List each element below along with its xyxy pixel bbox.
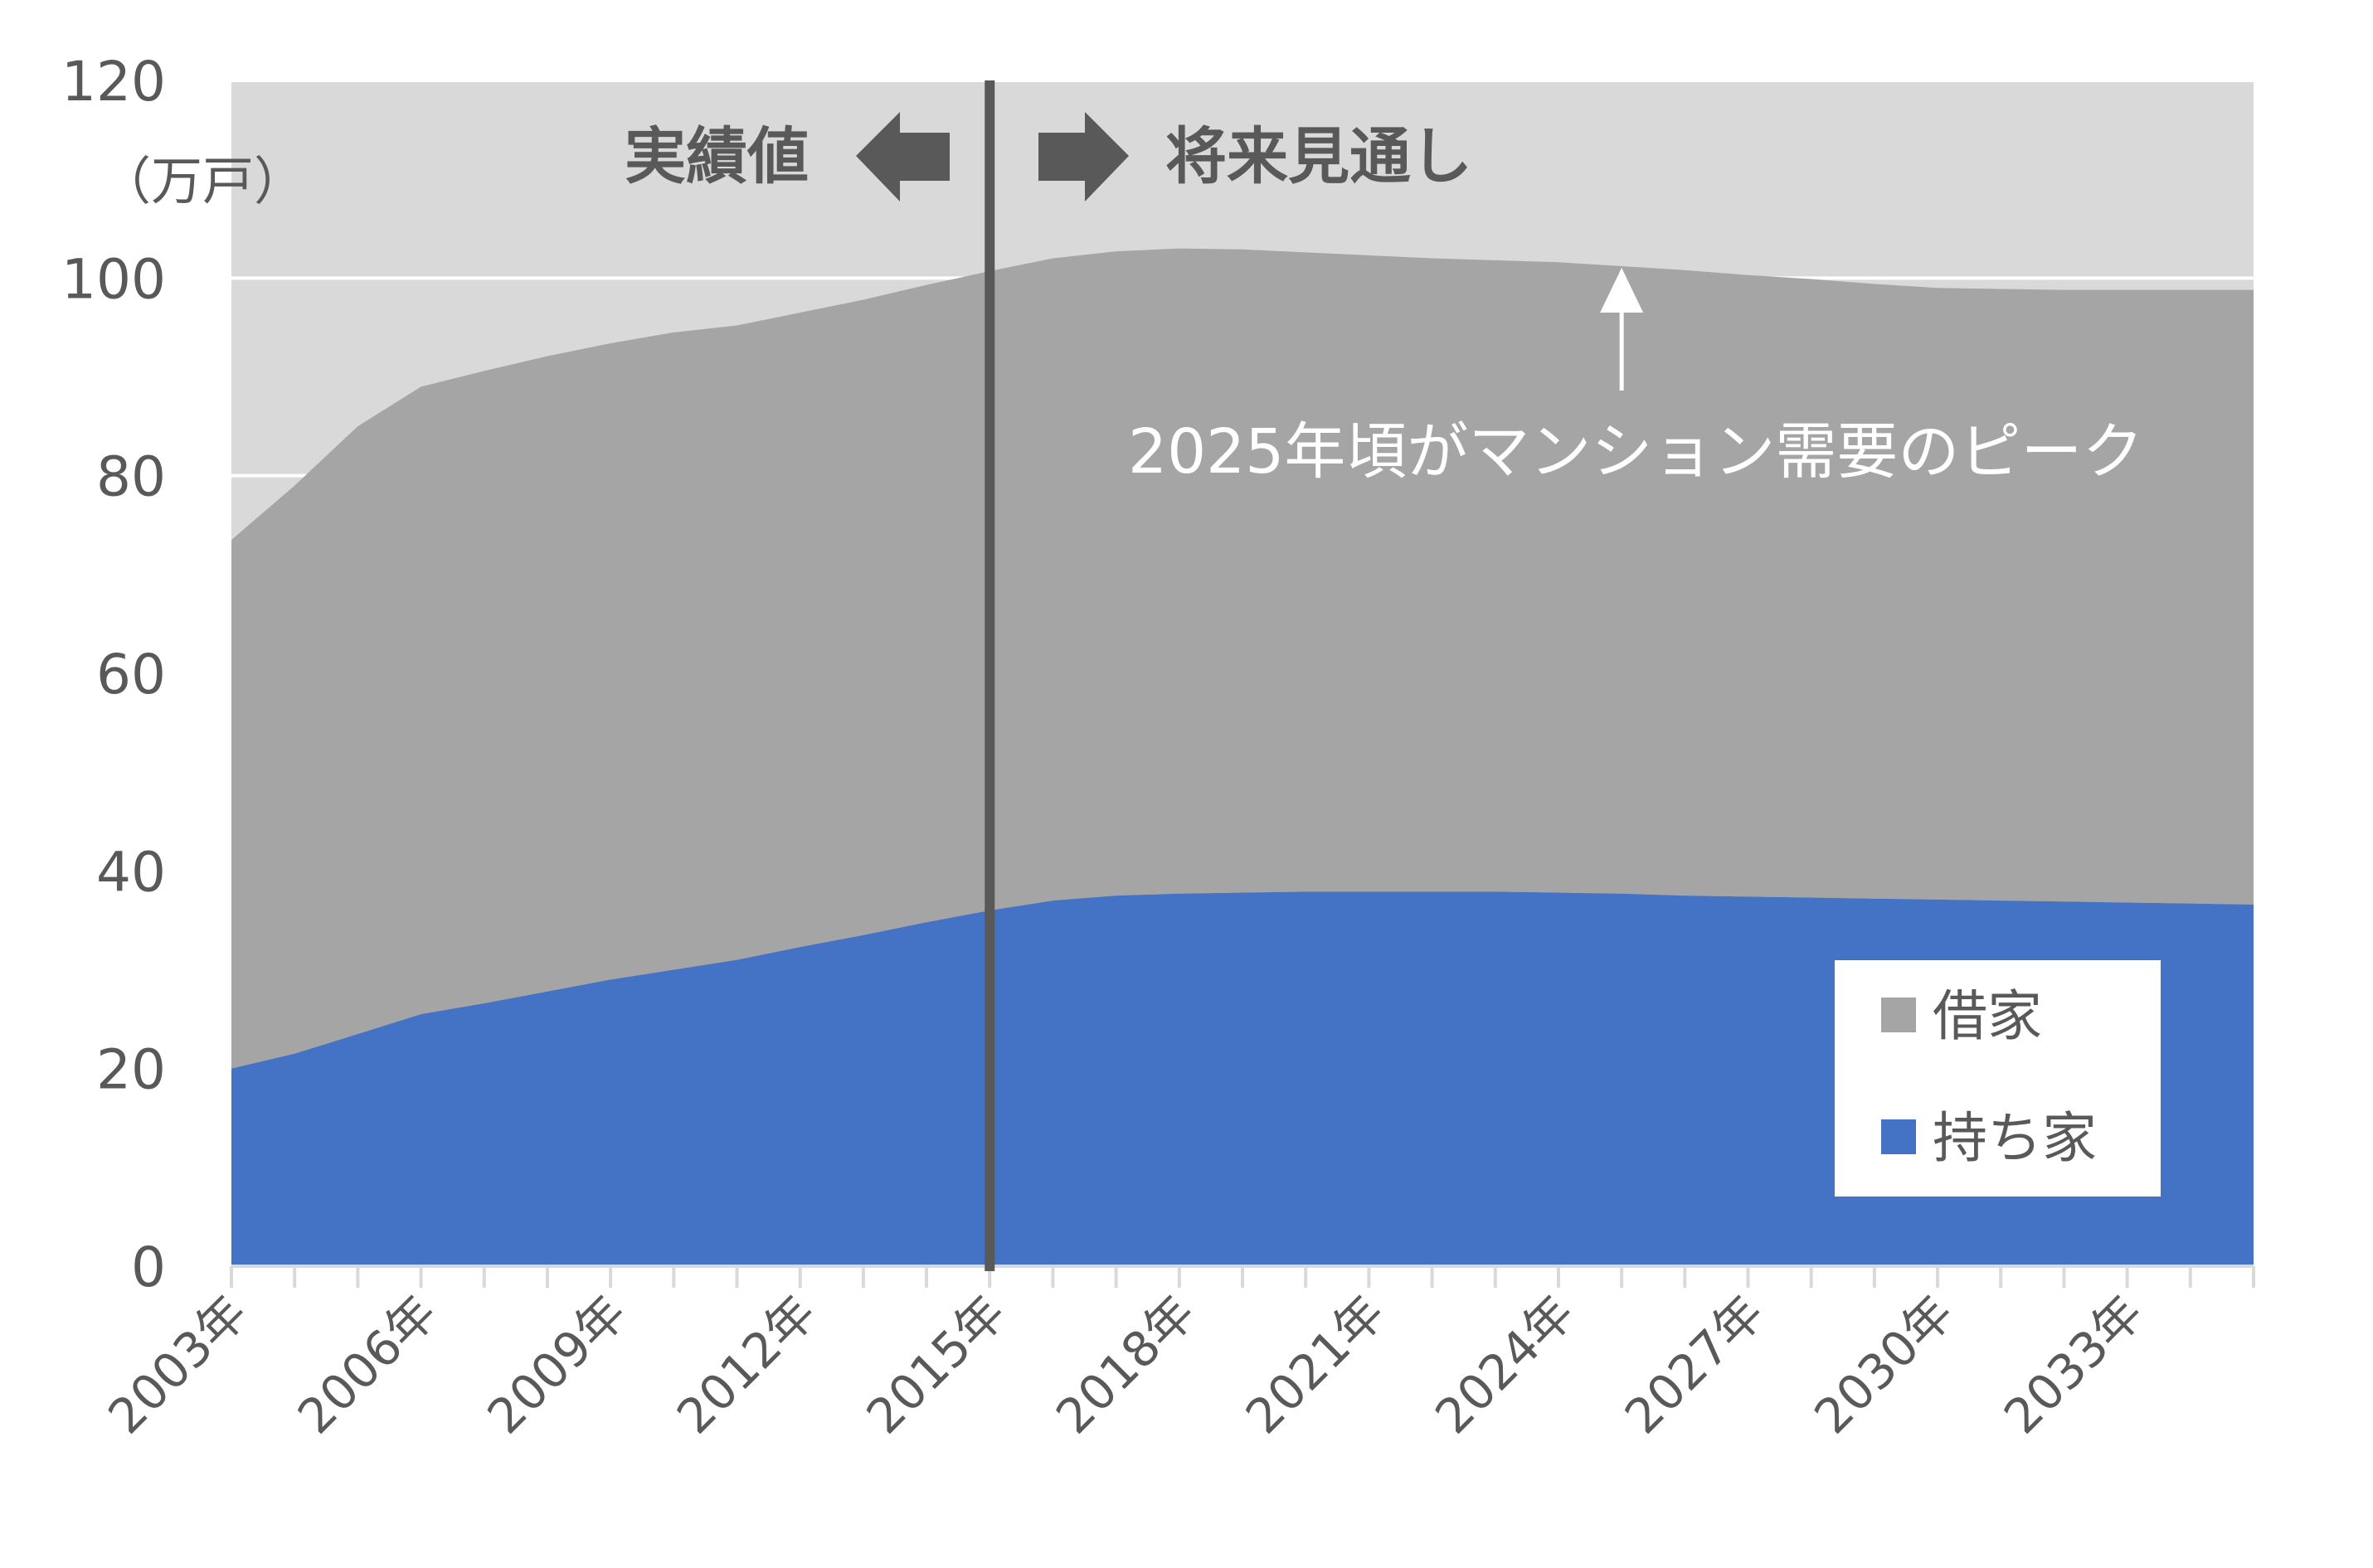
x-tick-label: 2009年 xyxy=(477,1284,637,1444)
legend: 借家 持ち家 xyxy=(1835,960,2161,1197)
y-tick-label: 100 xyxy=(61,247,166,311)
x-tick-label: 2006年 xyxy=(287,1284,447,1444)
annotation-layer xyxy=(985,80,1644,1271)
x-tick-label: 2024年 xyxy=(1424,1284,1584,1444)
legend-label-rental: 借家 xyxy=(1933,984,2042,1048)
legend-label-owned: 持ち家 xyxy=(1933,1106,2097,1170)
legend-swatch-owned xyxy=(1881,1119,1916,1154)
x-tick-label: 2003年 xyxy=(97,1284,257,1444)
right-arrow-icon xyxy=(1038,112,1129,201)
peak-arrow-icon xyxy=(1600,268,1644,313)
x-tick-label: 2027年 xyxy=(1614,1284,1774,1444)
region-label-actual: 実績値 xyxy=(625,121,809,192)
x-tick-label: 2030年 xyxy=(1803,1284,1963,1444)
peak-annotation: 2025年頃がマンション需要のピーク xyxy=(1128,416,2143,488)
area-series-owned xyxy=(231,891,2254,1266)
left-arrow-icon xyxy=(856,112,950,201)
region-label-forecast: 将来見通し xyxy=(1165,121,1472,192)
x-tick-label: 2018年 xyxy=(1045,1284,1205,1444)
x-tick-label: 2012年 xyxy=(666,1284,826,1444)
x-tick-label: 2033年 xyxy=(1993,1284,2153,1444)
y-axis-unit-label: （万戸） xyxy=(100,151,305,211)
area-layer xyxy=(231,248,2254,1266)
y-tick-label: 80 xyxy=(96,445,166,509)
area-series-rental xyxy=(231,248,2254,1069)
y-tick-label: 120 xyxy=(61,50,166,114)
legend-swatch-rental xyxy=(1881,998,1916,1032)
y-tick-label: 60 xyxy=(96,643,166,706)
x-tick-label: 2021年 xyxy=(1235,1284,1395,1444)
x-tick-label: 2015年 xyxy=(856,1284,1016,1444)
y-tick-label: 40 xyxy=(96,840,166,904)
y-tick-label: 0 xyxy=(131,1235,166,1299)
y-tick-label: 20 xyxy=(96,1038,166,1102)
